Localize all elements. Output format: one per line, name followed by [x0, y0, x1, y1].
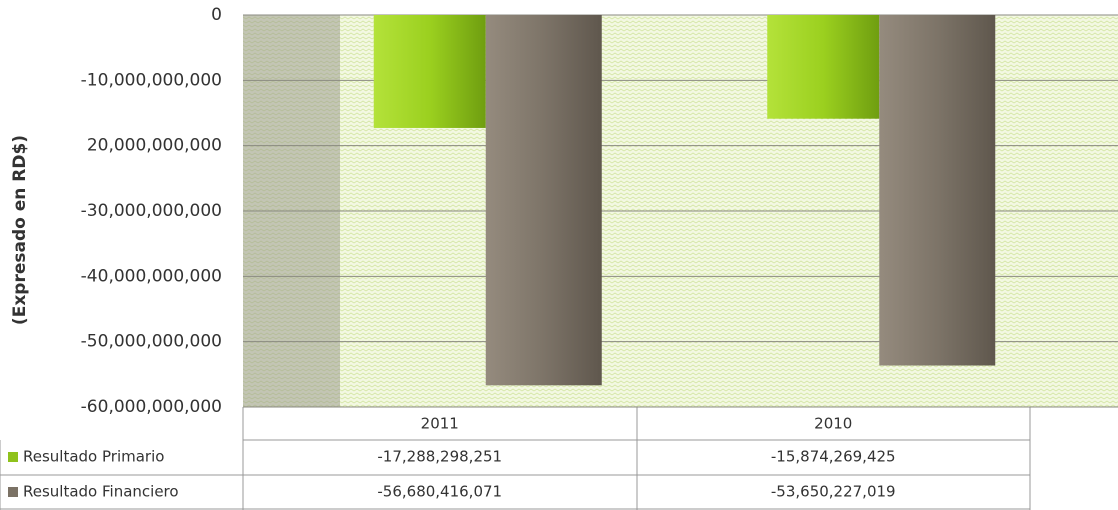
legend-swatch: [8, 487, 18, 497]
table-value: -53,650,227,019: [771, 483, 896, 501]
y-tick-label: -30,000,000,000: [81, 201, 222, 221]
table-value: -15,874,269,425: [771, 448, 896, 466]
bar: [373, 15, 486, 128]
y-tick-label: 0: [211, 5, 222, 25]
x-tick-label: 2010: [814, 415, 852, 433]
bar: [767, 15, 880, 119]
y-tick-label: -60,000,000,000: [81, 397, 222, 417]
legend-label: Resultado Financiero: [23, 483, 179, 501]
x-tick-label: 2011: [421, 415, 459, 433]
y-tick-label: -10,000,000,000: [81, 70, 222, 90]
y-tick-label: 20,000,000,000: [87, 136, 222, 156]
table-value: -56,680,416,071: [377, 483, 502, 501]
bar: [485, 15, 602, 386]
y-tick-label: -40,000,000,000: [81, 266, 222, 286]
legend-label: Resultado Primario: [23, 448, 164, 466]
y-axis-label: (Expresado en RD$): [10, 135, 30, 325]
table-value: -17,288,298,251: [377, 448, 502, 466]
data-table: [0, 407, 1031, 510]
y-tick-label: -50,000,000,000: [81, 332, 222, 352]
bar: [879, 15, 996, 366]
legend-swatch: [8, 452, 18, 462]
